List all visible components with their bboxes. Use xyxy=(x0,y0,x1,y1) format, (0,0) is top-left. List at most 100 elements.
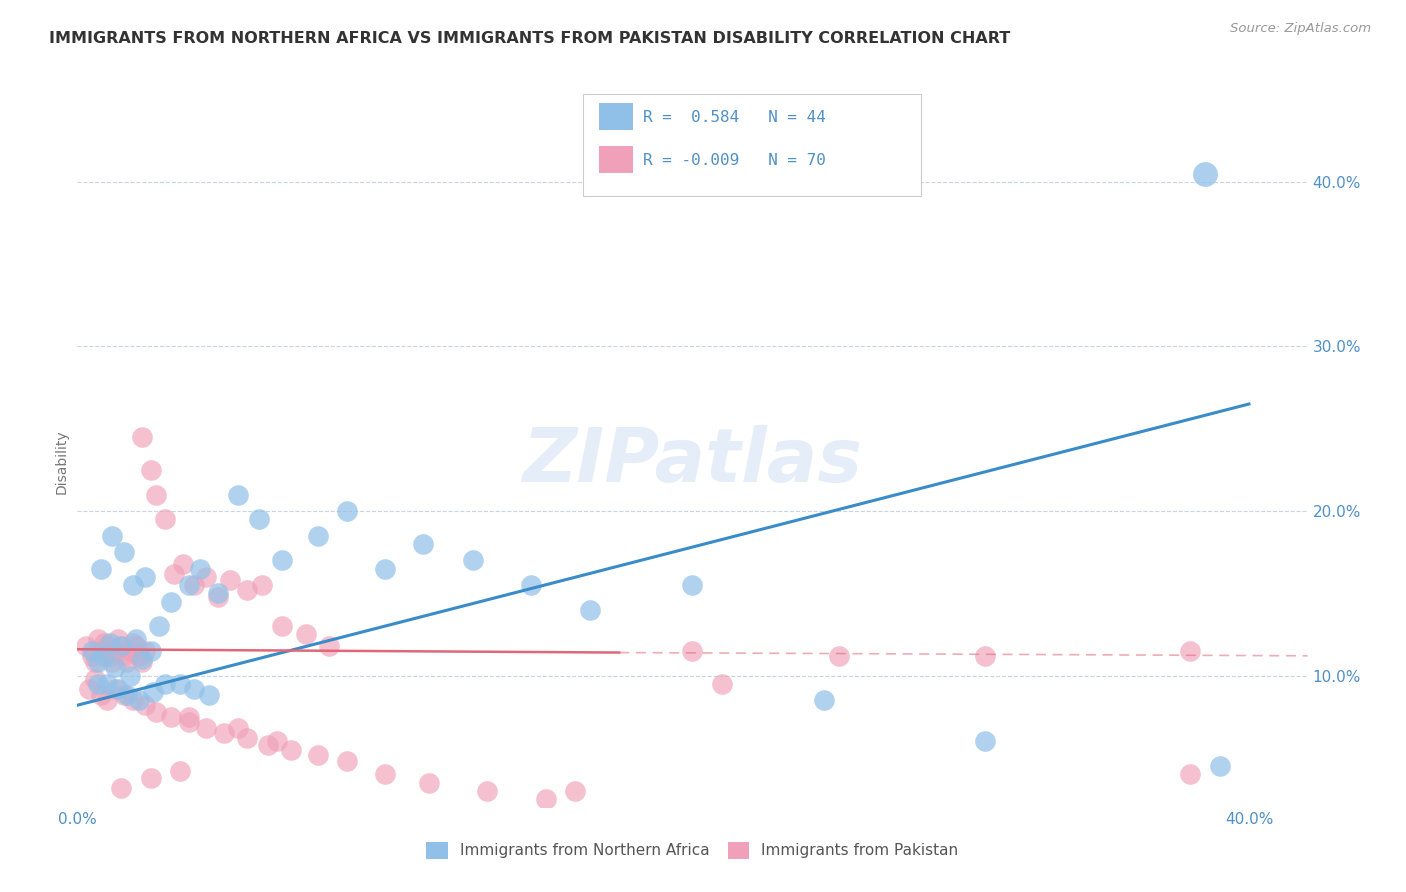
Point xyxy=(101,656,124,670)
Point xyxy=(1180,644,1202,658)
Point xyxy=(112,648,135,663)
Point xyxy=(177,578,200,592)
Y-axis label: Disability: Disability xyxy=(55,429,69,494)
Point xyxy=(160,594,183,608)
Point xyxy=(120,668,141,682)
Point xyxy=(198,689,221,703)
Point xyxy=(128,648,150,663)
Point xyxy=(307,529,329,543)
Point xyxy=(131,652,153,666)
Point xyxy=(374,561,396,575)
Point xyxy=(280,742,302,756)
Point xyxy=(93,648,115,663)
Point xyxy=(266,734,288,748)
Point xyxy=(1194,167,1216,181)
Point xyxy=(188,561,212,575)
Point xyxy=(134,644,156,658)
Point xyxy=(177,710,200,724)
Point xyxy=(195,721,218,735)
Point xyxy=(461,553,484,567)
Point xyxy=(87,677,110,691)
Point xyxy=(104,681,127,696)
Point xyxy=(90,689,112,703)
Point xyxy=(98,648,121,663)
Point xyxy=(256,738,278,752)
Point xyxy=(682,578,704,592)
Point xyxy=(84,672,107,686)
Point xyxy=(207,590,229,604)
Point xyxy=(172,557,194,571)
Point xyxy=(80,648,103,663)
Point xyxy=(110,639,132,653)
Point xyxy=(160,710,183,724)
Text: Source: ZipAtlas.com: Source: ZipAtlas.com xyxy=(1230,22,1371,36)
Point xyxy=(134,570,156,584)
Point xyxy=(271,619,294,633)
Text: R = -0.009   N = 70: R = -0.009 N = 70 xyxy=(643,153,825,168)
Point xyxy=(534,792,557,806)
Point xyxy=(110,780,132,795)
Point xyxy=(104,644,127,658)
Text: IMMIGRANTS FROM NORTHERN AFRICA VS IMMIGRANTS FROM PAKISTAN DISABILITY CORRELATI: IMMIGRANTS FROM NORTHERN AFRICA VS IMMIG… xyxy=(49,31,1011,46)
Point xyxy=(374,767,396,781)
Point xyxy=(125,632,148,647)
Legend: Immigrants from Northern Africa, Immigrants from Pakistan: Immigrants from Northern Africa, Immigra… xyxy=(420,836,965,865)
Point xyxy=(218,573,240,587)
Point xyxy=(579,603,602,617)
Point xyxy=(142,685,165,699)
Point xyxy=(177,714,200,729)
Point xyxy=(228,487,250,501)
Point xyxy=(134,698,156,713)
Point xyxy=(96,693,118,707)
Point xyxy=(107,632,129,647)
Point xyxy=(90,644,112,658)
Point xyxy=(236,582,259,597)
Point xyxy=(75,639,97,653)
Point xyxy=(974,734,997,748)
Point xyxy=(77,681,100,696)
Point xyxy=(104,660,127,674)
Point xyxy=(98,635,121,649)
Point xyxy=(112,689,135,703)
Point xyxy=(228,721,250,735)
Point xyxy=(128,693,150,707)
Text: R =  0.584   N = 44: R = 0.584 N = 44 xyxy=(643,111,825,125)
Point xyxy=(1180,767,1202,781)
Point xyxy=(84,656,107,670)
Point xyxy=(115,689,138,703)
Point xyxy=(195,570,218,584)
Point xyxy=(139,463,162,477)
Point xyxy=(125,639,148,653)
Point xyxy=(145,705,167,719)
Point xyxy=(169,677,191,691)
Point xyxy=(1209,759,1232,773)
Point xyxy=(318,639,340,653)
Point xyxy=(250,578,273,592)
Point xyxy=(101,529,124,543)
Point xyxy=(813,693,835,707)
Point xyxy=(247,512,270,526)
Text: ZIPatlas: ZIPatlas xyxy=(523,425,862,498)
Point xyxy=(212,726,235,740)
Point xyxy=(145,487,167,501)
Point xyxy=(183,681,205,696)
Point xyxy=(122,578,145,592)
Point xyxy=(169,764,191,778)
Point xyxy=(120,644,141,658)
Point xyxy=(139,644,162,658)
Point xyxy=(90,561,112,575)
Point xyxy=(564,784,586,798)
Point xyxy=(107,681,129,696)
Point xyxy=(148,619,170,633)
Point xyxy=(183,578,205,592)
Point xyxy=(418,775,440,789)
Point xyxy=(207,586,229,600)
Point xyxy=(122,693,145,707)
Point xyxy=(336,754,359,768)
Point xyxy=(520,578,543,592)
Point xyxy=(974,648,997,663)
Point xyxy=(163,566,186,581)
Point xyxy=(828,648,851,663)
Point xyxy=(336,504,359,518)
Point xyxy=(131,430,153,444)
